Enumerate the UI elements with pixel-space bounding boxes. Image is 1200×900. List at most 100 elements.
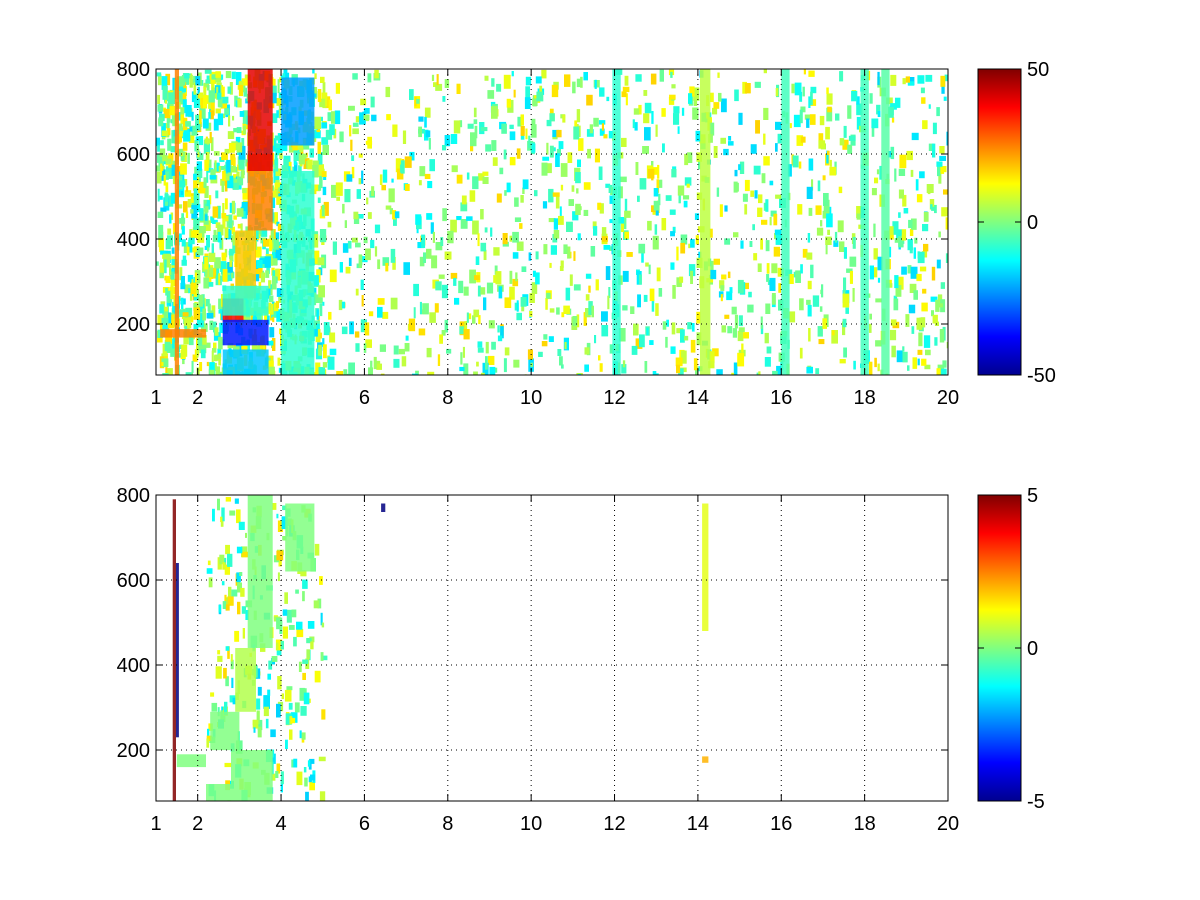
heatmap-cell — [474, 125, 478, 139]
heatmap-cell — [193, 188, 198, 200]
heatmap-cell — [317, 598, 322, 609]
heatmap-cell — [902, 351, 908, 363]
heatmap-cell — [341, 301, 346, 309]
heatmap-cell — [531, 282, 538, 294]
heatmap-cell — [818, 140, 826, 149]
heatmap-cell — [185, 186, 189, 192]
heatmap-cell — [193, 277, 196, 287]
heatmap-cell — [915, 179, 919, 191]
heatmap-cell — [231, 226, 235, 235]
heatmap-cell — [313, 292, 317, 306]
heatmap-cell — [364, 322, 370, 336]
x-tick-label: 6 — [359, 813, 370, 835]
heatmap-cell — [159, 148, 166, 157]
heatmap-cell — [157, 188, 160, 202]
heatmap-cell — [227, 262, 233, 273]
heatmap-cell — [312, 165, 319, 178]
heatmap-cell — [162, 320, 170, 334]
heatmap-cell — [495, 271, 502, 285]
heatmap-cell — [242, 211, 246, 218]
heatmap-cell — [279, 230, 283, 244]
heatmap-cell — [388, 188, 395, 203]
heatmap-feature — [235, 648, 256, 712]
heatmap-cell — [609, 195, 615, 204]
heatmap-cell — [753, 165, 761, 175]
heatmap-cell — [231, 677, 234, 688]
heatmap-cell — [843, 247, 847, 259]
heatmap-cell — [187, 199, 192, 208]
heatmap-cell — [169, 272, 174, 280]
heatmap-cell — [302, 672, 306, 680]
heatmap-cell — [825, 236, 832, 245]
heatmap-cell — [686, 183, 690, 188]
heatmap-cell — [593, 117, 599, 127]
heatmap-cell — [514, 197, 519, 207]
heatmap-cell — [687, 152, 693, 163]
heatmap-cell — [405, 335, 409, 341]
heatmap-cell — [605, 266, 611, 280]
heatmap-cell — [563, 305, 570, 314]
heatmap-cell — [738, 112, 743, 125]
heatmap-cell — [193, 303, 197, 311]
heatmap-cell — [167, 138, 172, 151]
heatmap-cell — [807, 233, 811, 243]
heatmap-cell — [438, 274, 445, 279]
heatmap-cell — [696, 152, 702, 162]
heatmap-cell — [432, 231, 435, 243]
heatmap-cell — [193, 82, 197, 95]
heatmap-cell — [157, 314, 164, 325]
heatmap-cell — [212, 348, 217, 353]
heatmap-cell — [180, 107, 185, 115]
heatmap-cell — [849, 256, 857, 267]
heatmap-cell — [217, 113, 224, 126]
heatmap-feature — [235, 230, 256, 299]
heatmap-cell — [342, 243, 349, 253]
heatmap-cell — [423, 252, 426, 263]
heatmap-cell — [320, 76, 325, 83]
heatmap-cell — [165, 158, 172, 165]
heatmap-cell — [221, 581, 225, 586]
heatmap-cell — [212, 508, 215, 522]
heatmap-cell — [398, 348, 405, 355]
heatmap-cell — [239, 572, 243, 576]
heatmap-cell — [719, 280, 725, 289]
heatmap-cell — [642, 146, 649, 154]
heatmap-cell — [199, 107, 206, 119]
heatmap-cell — [370, 360, 373, 369]
heatmap-cell — [156, 261, 159, 266]
heatmap-cell — [236, 127, 242, 134]
heatmap-cell — [661, 218, 667, 231]
heatmap-cell — [319, 229, 327, 243]
heatmap-cell — [208, 252, 216, 262]
heatmap-cell — [298, 165, 302, 177]
heatmap-feature — [176, 754, 206, 768]
heatmap-cell — [224, 227, 229, 239]
heatmap-cell — [193, 173, 197, 181]
heatmap-cell — [348, 362, 355, 375]
heatmap-cell — [470, 141, 474, 152]
heatmap-cell — [839, 241, 845, 252]
heatmap-cell — [224, 177, 228, 192]
heatmap-cell — [718, 92, 722, 102]
heatmap-cell — [902, 346, 905, 352]
heatmap-cell — [177, 123, 183, 134]
heatmap-cell — [164, 97, 167, 104]
heatmap-cell — [227, 131, 235, 139]
heatmap-cell — [466, 312, 469, 323]
heatmap-cell — [945, 253, 948, 263]
heatmap-cell — [690, 339, 696, 353]
heatmap-cell — [754, 81, 761, 88]
heatmap-cell — [365, 248, 371, 261]
heatmap-cell — [917, 251, 920, 259]
heatmap-cell — [272, 138, 277, 152]
heatmap-cell — [206, 738, 210, 748]
heatmap-cell — [561, 364, 564, 369]
heatmap-cell — [555, 196, 560, 209]
heatmap-cell — [791, 83, 795, 94]
heatmap-cell — [209, 174, 217, 180]
heatmap-cell — [552, 147, 556, 152]
heatmap-cell — [598, 355, 601, 361]
heatmap-cell — [654, 224, 658, 235]
heatmap-cell — [200, 98, 203, 109]
heatmap-cell — [213, 229, 217, 238]
